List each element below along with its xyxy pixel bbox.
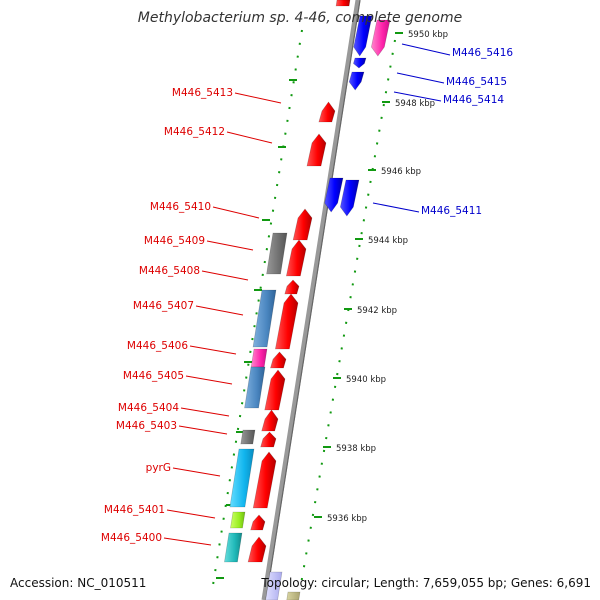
forward-gene [306, 133, 327, 167]
left-tick-track [212, 29, 303, 586]
topology-text: Topology: circular; Length: 7,659,055 bp… [260, 576, 591, 590]
leader-line-left [201, 270, 249, 281]
gene-label-left: M446_5413 [172, 87, 233, 99]
leader-line-left [226, 131, 273, 144]
leader-line-left [166, 509, 216, 519]
gene-label-left: M446_5403 [116, 420, 177, 432]
gene-label-left: M446_5409 [144, 235, 205, 247]
gene-label-right: M446_5415 [446, 76, 507, 88]
kbp-label: 5944 kbp [368, 236, 408, 246]
kbp-label: 5942 kbp [357, 306, 397, 316]
genome-backbone-shade [265, 0, 361, 600]
gene-label-left: M446_5407 [133, 300, 194, 312]
gene-feature-steelblue [244, 366, 266, 409]
kbp-label: 5940 kbp [346, 375, 386, 385]
kbp-label: 5948 kbp [395, 99, 435, 109]
gene-label-right: M446_5414 [443, 94, 504, 106]
gene-label-left: M446_5405 [123, 370, 184, 382]
reverse-gene [324, 177, 344, 213]
gene-label-left: M446_5400 [101, 532, 162, 544]
leader-line-left [180, 407, 230, 417]
forward-gene [292, 208, 313, 241]
leader-line-left [185, 375, 233, 385]
kbp-ticks [216, 32, 403, 579]
forward-gene [275, 293, 299, 350]
leader-line-right [393, 91, 442, 102]
gene-label-left: M446_5410 [150, 201, 211, 213]
gene-feature-faint [286, 591, 301, 600]
gene-feature-teal [224, 532, 243, 563]
gene-label-left: M446_5412 [164, 126, 225, 138]
gene-feature-gray [240, 429, 256, 445]
reverse-gene [340, 179, 360, 217]
forward-gene [264, 369, 286, 411]
leader-line-right [401, 43, 451, 56]
forward-gene [270, 351, 287, 369]
map-title: Methylobacterium sp. 4-46, complete geno… [138, 10, 462, 26]
forward-gene [318, 101, 336, 123]
gene-feature-lime [230, 511, 246, 529]
leader-line-right [396, 72, 445, 84]
reverse-gene [353, 57, 367, 69]
reverse-gene [353, 15, 373, 57]
forward-gene [285, 239, 307, 277]
gene-features [224, 0, 391, 600]
forward-gene [247, 536, 267, 563]
leader-line-left [195, 305, 244, 316]
forward-gene [260, 431, 277, 448]
leader-line-left [206, 240, 254, 251]
kbp-label: 5938 kbp [336, 444, 376, 454]
gene-label-left: M446_5406 [127, 340, 188, 352]
kbp-label: 5946 kbp [381, 167, 421, 177]
gene-feature-pink [371, 19, 391, 57]
forward-gene [261, 409, 279, 432]
leader-line-left [163, 537, 212, 546]
gene-label-left: pyrG [146, 462, 171, 474]
leader-line-right [372, 202, 420, 213]
genome-backbone [261, 0, 361, 600]
forward-gene [250, 514, 266, 531]
gene-label-left: M446_5404 [118, 402, 179, 414]
leader-line-left [212, 206, 260, 219]
forward-gene [252, 451, 277, 509]
leader-line-left [234, 92, 282, 104]
reverse-gene [348, 71, 365, 91]
kbp-label: 5936 kbp [327, 514, 367, 524]
gene-label-right: M446_5416 [452, 47, 513, 59]
gene-feature-steelblue [252, 289, 277, 348]
leader-line-left [178, 425, 228, 435]
accession-text: Accession: NC_010511 [10, 576, 146, 590]
leader-line-left [189, 345, 237, 355]
gene-feature-faint [265, 571, 283, 600]
gene-label-right: M446_5411 [421, 205, 482, 217]
forward-gene [335, 0, 351, 7]
kbp-label: 5950 kbp [408, 30, 448, 40]
gene-feature-cyan [229, 448, 255, 508]
label-leaders [163, 43, 451, 546]
forward-gene [284, 279, 300, 295]
gene-feature-gray [266, 232, 288, 275]
gene-label-left: M446_5408 [139, 265, 200, 277]
gene-feature-pink [250, 348, 268, 368]
leader-line-left [172, 467, 221, 477]
gene-label-left: M446_5401 [104, 504, 165, 516]
